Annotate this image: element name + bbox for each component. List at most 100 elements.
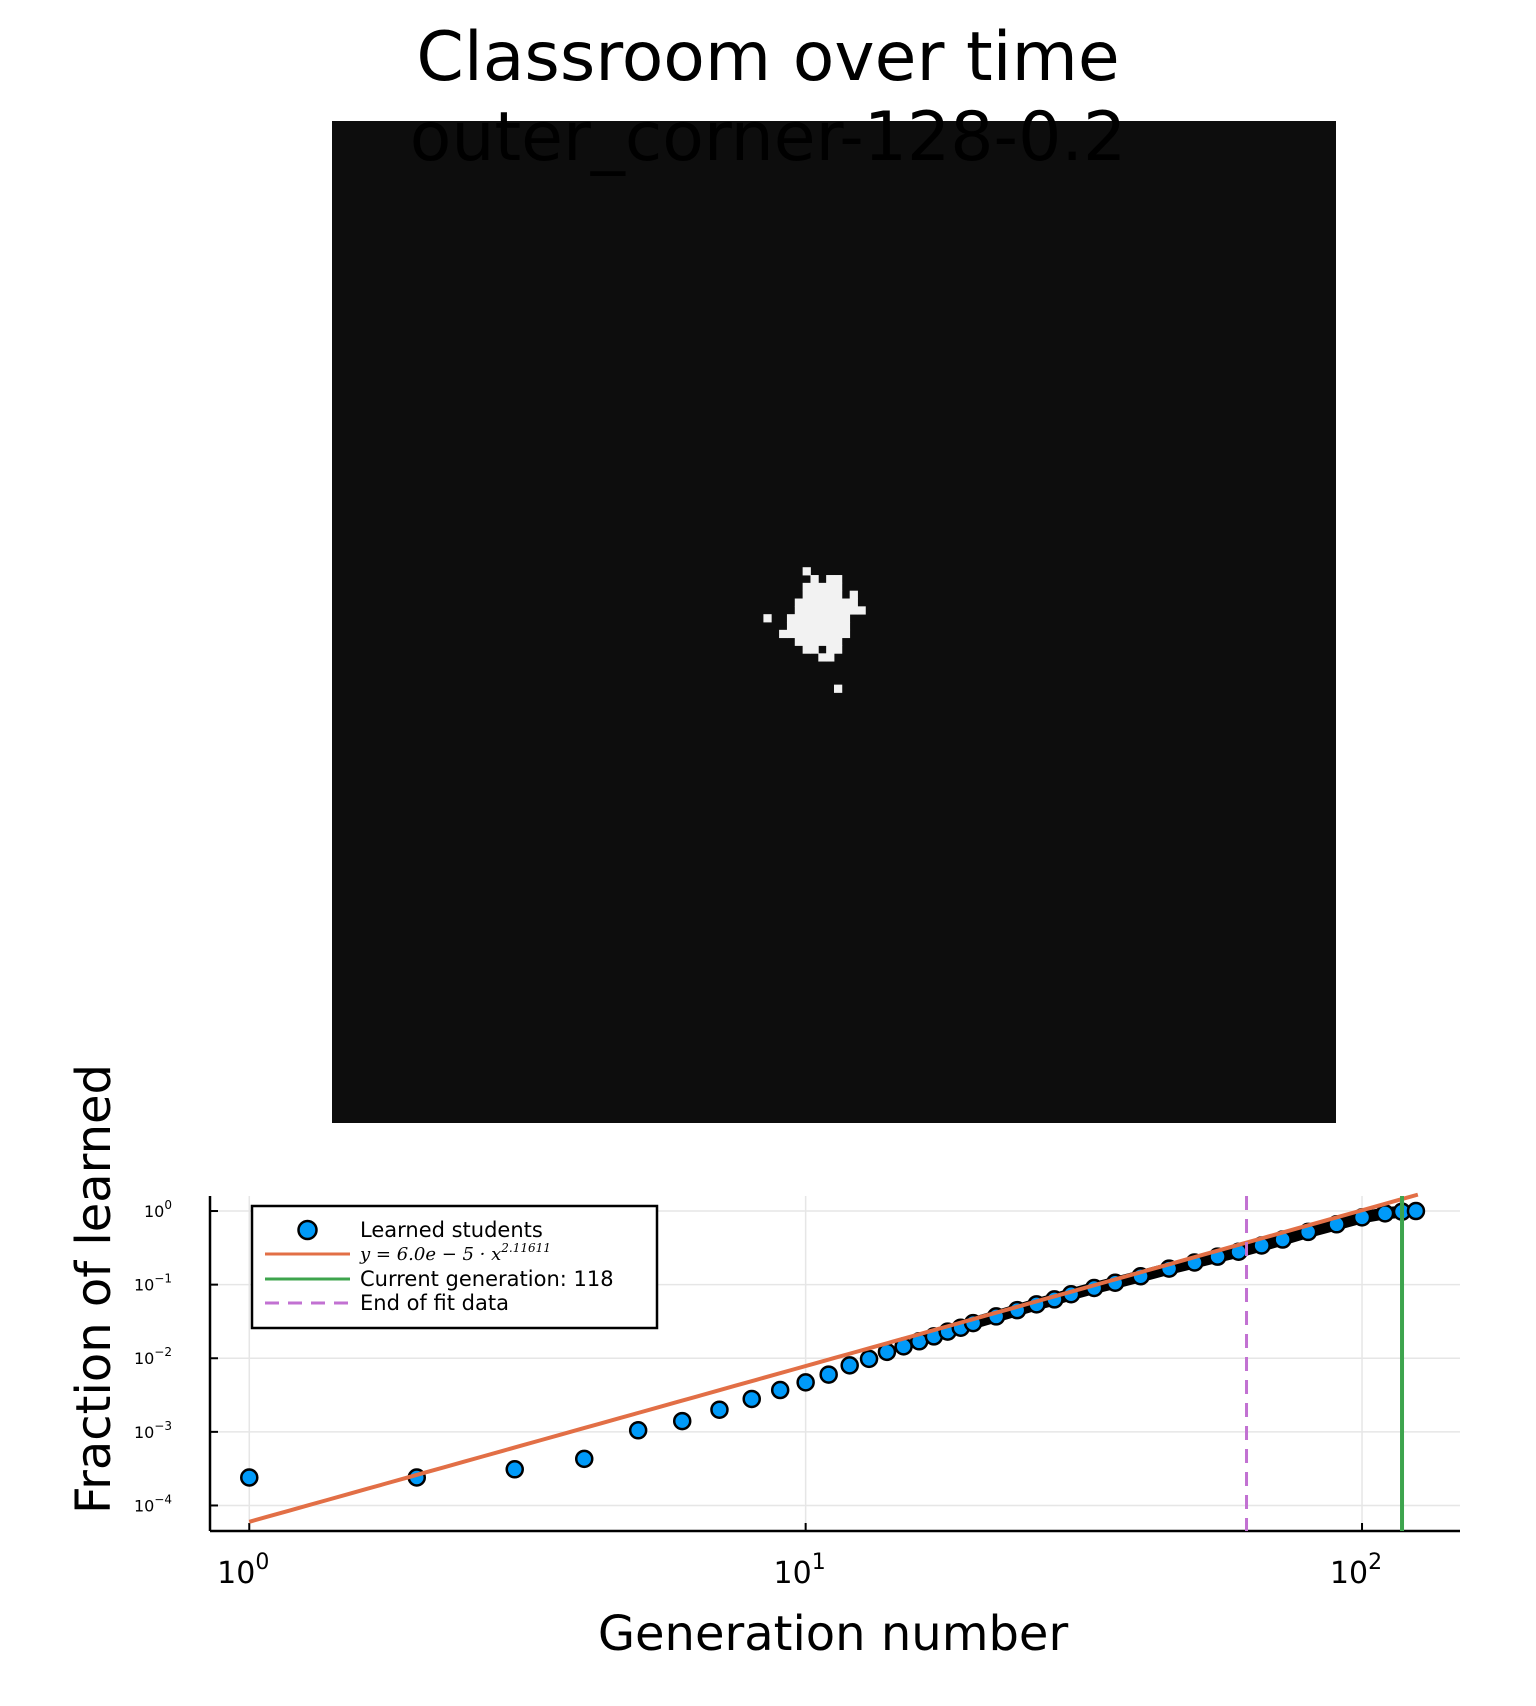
scatter-point [574, 1449, 594, 1469]
heatmap-cell [841, 622, 851, 631]
y-tick-label: 10−4 [134, 1492, 172, 1515]
scatter-point [240, 1468, 259, 1487]
heatmap-cell [794, 598, 804, 607]
scatter-point [819, 1365, 838, 1384]
heatmap-cell [802, 582, 811, 592]
heatmap-cell [802, 637, 811, 646]
heatmap-cell [794, 614, 804, 623]
heatmap-cell [826, 645, 835, 654]
heatmap-cell [810, 614, 819, 623]
heatmap-cell [818, 629, 827, 639]
heatmap-cell [810, 629, 819, 639]
legend-scatter-marker [297, 1219, 318, 1241]
scatter-point [1375, 1204, 1395, 1223]
heatmap-cell [849, 598, 858, 607]
heatmap-cell [810, 582, 819, 592]
heatmap-cell [802, 629, 811, 639]
heatmap-cell [818, 653, 827, 662]
heatmap-cell [802, 606, 811, 615]
scatter-point [628, 1421, 648, 1440]
heatmap-cell [818, 606, 827, 615]
heatmap-cell [826, 598, 835, 607]
heatmap-cell [818, 637, 827, 646]
heatmap-cell [810, 575, 819, 584]
heatmap-cell [794, 629, 804, 639]
heatmap-cell [834, 637, 843, 646]
legend-label-fit: y = 6.0e − 5 · x2.11611 [359, 1241, 551, 1265]
scatter-point [742, 1389, 761, 1409]
heatmap-cell [786, 622, 796, 631]
heatmap-cell [818, 598, 827, 607]
heatmap-cell [779, 629, 788, 639]
heatmap-cell [834, 645, 843, 654]
scatter-point [770, 1380, 790, 1400]
y-tick-label: 100 [144, 1198, 172, 1221]
heatmap-cell [826, 622, 835, 631]
heatmap-cell [826, 637, 835, 646]
heatmap-cell [818, 622, 827, 631]
heatmap-cell [810, 622, 819, 631]
heatmap-cell [834, 575, 843, 584]
heatmap-cell [802, 622, 811, 631]
heatmap-cell [834, 606, 843, 615]
heatmap-cell [826, 606, 835, 615]
heatmap-cell [826, 614, 835, 623]
heatmap-cell [834, 582, 843, 592]
plot-axes: 100 101 102 100 10−1 10−2 10−3 10−4 [134, 1196, 1460, 1591]
heatmap-cells [763, 567, 866, 693]
heatmap-cell [794, 622, 804, 631]
heatmap-cell [841, 606, 851, 615]
heatmap-cell [834, 590, 843, 599]
heatmap-cell [810, 590, 819, 599]
y-tick-label: 10−3 [134, 1419, 172, 1442]
heatmap-cell [786, 629, 796, 639]
legend-label-current: Current generation: 118 [360, 1267, 614, 1291]
heatmap-cell [810, 598, 819, 607]
y-axis-label: Fraction of learned [66, 1064, 122, 1514]
heatmap-cell [802, 590, 811, 599]
scatter-point [859, 1349, 879, 1369]
heatmap-cell [849, 590, 858, 599]
heatmap-cell [794, 637, 804, 646]
heatmap-cell [857, 606, 866, 615]
legend-label-learned: Learned students [360, 1218, 543, 1242]
heatmap-cell [802, 645, 811, 654]
heatmap-cell [802, 614, 811, 623]
heatmap-cell [841, 629, 851, 639]
heatmap-cell [818, 582, 827, 592]
heatmap-cell [802, 567, 811, 576]
scatter-point [672, 1411, 692, 1431]
heatmap-cell [763, 614, 772, 623]
heatmap-cell [794, 606, 804, 615]
heatmap-cell [826, 590, 835, 599]
x-axis-label: Generation number [598, 1606, 1069, 1662]
scatter-point [840, 1356, 859, 1375]
heatmap-cell [810, 606, 819, 615]
heatmap-cell [834, 684, 843, 693]
scatter-point [796, 1373, 815, 1392]
heatmap-cell [818, 590, 827, 599]
scatter-point [505, 1460, 524, 1479]
heatmap-cell [826, 653, 835, 662]
legend-box [250, 1204, 659, 1330]
heatmap-cell [849, 606, 858, 615]
heatmap-cell [841, 614, 851, 623]
heatmap-cell [826, 575, 835, 584]
x-tick-label: 102 [1330, 1550, 1382, 1591]
y-tick-label: 10−2 [134, 1345, 172, 1368]
heatmap-cell [834, 629, 843, 639]
heatmap-cell [826, 629, 835, 639]
heatmap-cell [826, 582, 835, 592]
heatmap-cell [834, 598, 843, 607]
heatmap-cell [834, 622, 843, 631]
plot-axis-labels: Generation number Fraction of learned [66, 1064, 1068, 1662]
heatmap-cell [834, 614, 843, 623]
heatmap-cell [786, 614, 796, 623]
scatter-point [1406, 1201, 1426, 1221]
y-tick-label: 10−1 [134, 1272, 172, 1295]
legend-label-endfit: End of fit data [360, 1291, 509, 1315]
scatter-point [710, 1400, 729, 1419]
